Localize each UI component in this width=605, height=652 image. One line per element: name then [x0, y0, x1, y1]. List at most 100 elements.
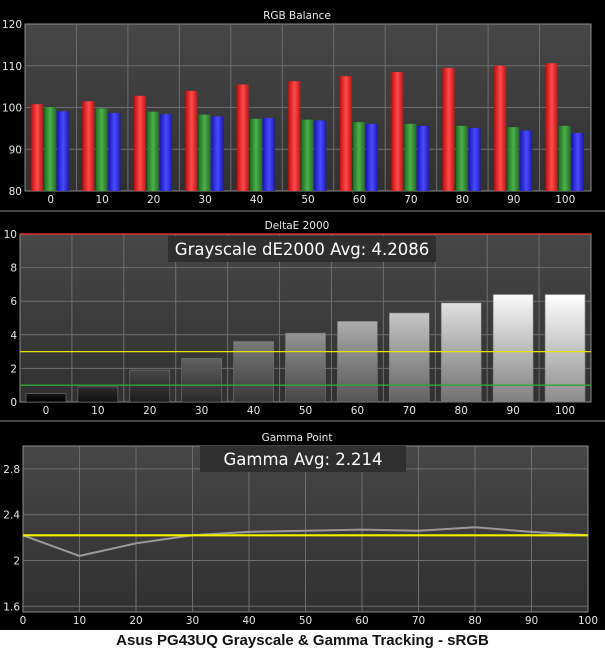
rgb-bar-blue: [211, 116, 224, 191]
rgb-y-tick-label: 110: [2, 61, 22, 73]
panel-separators: [0, 210, 605, 422]
figure: RGB Balance 80 90 100 110 120 0 10 20 30 40 50 60 7…: [0, 0, 605, 630]
deltae-x-tick-label: 50: [299, 405, 312, 417]
rgb-y-tick-label: 90: [9, 144, 22, 156]
rgb-bar-green: [404, 123, 417, 191]
rgb-bar-red: [545, 63, 558, 192]
deltae-x-tick-label: 100: [555, 405, 575, 417]
rgb-bar-green: [558, 125, 571, 191]
rgb-balance-grid: [25, 24, 591, 191]
deltae-x-tick-label: 60: [351, 405, 364, 417]
rgb-bar-green: [95, 108, 108, 191]
gamma-y-tick-label: 2.4: [3, 510, 20, 522]
rgb-balance-x-ticks: 0 10 20 30 40 50 60 70 80 90 100: [47, 194, 575, 206]
rgb-bar-blue: [365, 123, 378, 191]
deltae-x-tick-label: 30: [195, 405, 208, 417]
rgb-bar-red: [31, 104, 44, 191]
rgb-bar-blue: [417, 125, 430, 191]
rgb-bar-green: [455, 125, 468, 191]
deltae-y-tick-label: 4: [10, 330, 17, 342]
rgb-x-tick-label: 80: [456, 194, 469, 206]
rgb-balance-y-ticks: 80 90 100 110 120: [2, 19, 22, 198]
gamma-x-tick-label: 30: [186, 615, 199, 627]
rgb-x-tick-label: 30: [198, 194, 211, 206]
gamma-y-tick-label: 2.8: [3, 464, 20, 476]
rgb-x-tick-label: 70: [404, 194, 417, 206]
deltae-annotation-box: [168, 236, 436, 262]
deltae-threshold-lines: [20, 233, 591, 386]
deltae-bar: [285, 332, 326, 403]
rgb-x-tick-label: 50: [301, 194, 314, 206]
deltae-y-tick-label: 0: [10, 397, 17, 409]
figure-caption: Asus PG43UQ Grayscale & Gamma Tracking -…: [116, 632, 489, 649]
deltae-y-tick-label: 6: [10, 296, 17, 308]
rgb-bar-green: [44, 107, 57, 191]
rgb-bar-green: [147, 111, 160, 191]
rgb-x-tick-label: 90: [507, 194, 520, 206]
rgb-x-tick-label: 40: [250, 194, 263, 206]
gamma-x-ticks: 0 10 20 30 40 50 60 70 80 90 100: [20, 615, 598, 627]
gamma-x-tick-label: 20: [129, 615, 142, 627]
deltae-bar: [77, 386, 119, 403]
rgb-bar-blue: [57, 111, 70, 191]
deltae-bar: [181, 358, 222, 403]
rgb-bar-blue: [160, 114, 173, 191]
gamma-x-tick-label: 100: [578, 615, 598, 627]
deltae-bar: [129, 369, 171, 403]
rgb-bar-green: [507, 127, 520, 191]
rgb-bar-red: [237, 84, 250, 191]
deltae-bar: [440, 302, 482, 403]
gamma-annotation: Gamma Avg: 2.214: [224, 450, 383, 469]
gamma-grid: [23, 446, 588, 612]
deltae-y-tick-label: 2: [10, 363, 17, 375]
rgb-balance-title: RGB Balance: [263, 10, 331, 22]
deltae-x-ticks: 0 10 20 30 40 50 60 70 80 90 100: [43, 405, 575, 417]
gamma-lines: [22, 526, 589, 557]
rgb-balance-panel: RGB Balance 80 90 100 110 120 0 10 20 30 40 50 60 7…: [2, 10, 592, 206]
deltae-bar: [492, 294, 534, 403]
gamma-x-tick-label: 70: [412, 615, 425, 627]
rgb-bar-blue: [314, 120, 327, 191]
deltae-bar: [25, 393, 67, 403]
rgb-x-tick-label: 10: [95, 194, 108, 206]
rgb-bar-blue: [263, 117, 276, 191]
rgb-bar-green: [352, 122, 365, 191]
deltae-x-tick-label: 20: [143, 405, 156, 417]
deltae-title: DeltaE 2000: [265, 220, 330, 232]
rgb-balance-bars: [31, 63, 584, 192]
gamma-annotation-box: [200, 446, 406, 472]
rgb-bar-red: [391, 72, 404, 191]
gamma-x-tick-label: 50: [299, 615, 312, 627]
deltae-annotation: Grayscale dE2000 Avg: 4.2086: [175, 240, 429, 259]
gamma-x-tick-label: 60: [355, 615, 368, 627]
gamma-x-tick-label: 90: [525, 615, 538, 627]
deltae-y-tick-label: 8: [10, 263, 17, 275]
deltae-panel: DeltaE 2000 0 2 4 6 8 10 0 10 20 30 40 50 60 70 80 90 1…: [4, 220, 592, 417]
gamma-x-tick-label: 0: [20, 615, 27, 627]
gamma-y-tick-label: 2: [13, 555, 20, 567]
rgb-bar-green: [250, 118, 263, 191]
deltae-x-tick-label: 10: [91, 405, 104, 417]
deltae-bar: [389, 312, 430, 403]
deltae-y-ticks: 0 2 4 6 8 10: [4, 229, 18, 409]
deltae-x-tick-label: 70: [403, 405, 416, 417]
gamma-x-tick-label: 40: [242, 615, 255, 627]
rgb-x-tick-label: 0: [47, 194, 54, 206]
gamma-x-tick-label: 10: [73, 615, 86, 627]
gamma-measured-line: [22, 526, 589, 557]
deltae-x-tick-label: 40: [247, 405, 260, 417]
rgb-bar-red: [82, 101, 95, 191]
gamma-y-tick-label: 1.6: [3, 601, 20, 613]
deltae-x-tick-label: 80: [455, 405, 468, 417]
gamma-panel: Gamma Point 1.6 2 2.4 2.8 0 10 20 30 40 50 60 70 80…: [3, 432, 598, 627]
rgb-x-tick-label: 20: [147, 194, 160, 206]
deltae-bar: [233, 341, 274, 403]
rgb-bar-blue: [520, 130, 533, 191]
gamma-y-ticks: 1.6 2 2.4 2.8: [3, 464, 20, 613]
rgb-bar-green: [198, 114, 211, 191]
rgb-bar-green: [301, 119, 314, 191]
deltae-bar: [337, 321, 378, 403]
deltae-bars: [25, 294, 586, 403]
rgb-y-tick-label: 100: [2, 103, 22, 115]
